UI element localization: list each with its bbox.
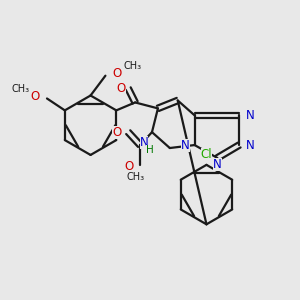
Text: O: O (31, 90, 40, 103)
Text: O: O (117, 82, 126, 95)
Text: N: N (181, 139, 190, 152)
Text: N: N (140, 136, 148, 148)
Text: N: N (213, 158, 222, 171)
Text: N: N (246, 139, 255, 152)
Text: CH₃: CH₃ (123, 61, 141, 71)
Text: O: O (124, 160, 133, 173)
Text: N: N (246, 109, 255, 122)
Text: O: O (112, 67, 122, 80)
Text: O: O (112, 126, 121, 139)
Text: Cl: Cl (201, 148, 212, 161)
Text: CH₃: CH₃ (126, 172, 144, 182)
Text: CH₃: CH₃ (11, 84, 29, 94)
Text: H: H (146, 145, 154, 155)
